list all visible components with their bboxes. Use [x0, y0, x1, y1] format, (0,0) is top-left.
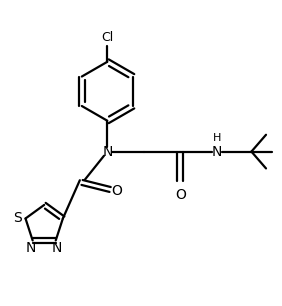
- Text: O: O: [111, 184, 122, 198]
- Text: O: O: [175, 188, 186, 202]
- Text: H: H: [213, 133, 221, 143]
- Text: N: N: [52, 241, 62, 255]
- Text: N: N: [102, 145, 113, 159]
- Text: S: S: [13, 211, 22, 226]
- Text: N: N: [26, 241, 36, 255]
- Text: N: N: [212, 145, 222, 159]
- Text: Cl: Cl: [101, 32, 113, 44]
